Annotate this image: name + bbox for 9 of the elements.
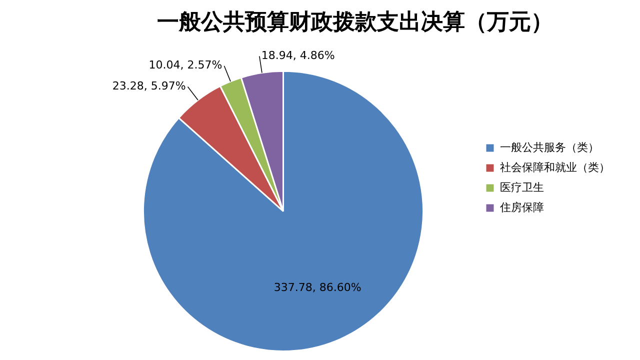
data-label: 10.04, 2.57%: [148, 58, 222, 72]
data-label: 18.94, 4.86%: [261, 49, 335, 62]
legend-label: 医疗卫生: [500, 180, 544, 194]
legend-label: 一般公共服务（类）: [500, 140, 599, 154]
data-label: 337.78, 86.60%: [274, 280, 362, 294]
chart-title: 一般公共预算财政拨款支出决算（万元）: [157, 10, 553, 35]
legend-label: 社会保障和就业（类）: [500, 160, 610, 174]
legend-label: 住房保障: [500, 200, 544, 214]
data-label: 23.28, 5.97%: [112, 80, 186, 93]
